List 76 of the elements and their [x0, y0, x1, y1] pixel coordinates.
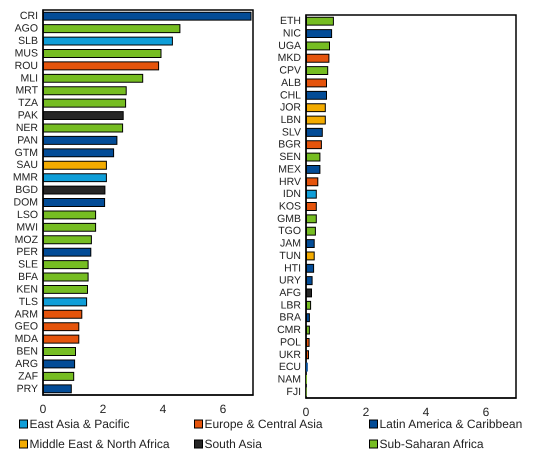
y-tick-label: IDN	[282, 188, 301, 200]
legend-label: Europe & Central Asia	[204, 417, 323, 431]
y-tick-label: SLE	[18, 258, 38, 271]
y-tick-label: MKD	[278, 52, 302, 64]
y-tick-label: CRI	[20, 10, 38, 22]
y-tick-label: BGR	[278, 138, 302, 151]
y-tick-label: PRY	[16, 382, 38, 395]
y-tick-label: HRV	[279, 176, 301, 188]
legend-label: Sub-Saharan Africa	[380, 437, 484, 451]
y-tick-label: KEN	[16, 283, 38, 296]
y-tick-label: NER	[16, 122, 38, 134]
y-tick-label: LBR	[280, 299, 302, 312]
y-tick-label: JOR	[280, 102, 302, 114]
y-tick-label: BFA	[18, 271, 38, 284]
x-tick-label: 6	[482, 405, 490, 419]
y-tick-label: DOM	[14, 196, 38, 208]
y-tick-label: SEN	[279, 151, 301, 164]
y-tick-label: ARM	[14, 308, 38, 320]
y-tick-label: MLI	[20, 72, 38, 84]
y-tick-label: AFG	[279, 286, 301, 299]
y-tick-label: TZA	[18, 97, 38, 110]
y-tick-label: JAM	[280, 238, 301, 250]
y-tick-label: CMR	[277, 324, 302, 336]
y-tick-label: POL	[280, 336, 302, 348]
x-tick-label: 2	[362, 405, 370, 419]
y-tick-label: PAK	[18, 110, 38, 122]
x-tick-label: 4	[422, 405, 430, 419]
y-tick-label: UGA	[278, 40, 301, 52]
y-tick-label: KOS	[278, 200, 301, 212]
y-tick-label: ZAF	[18, 370, 38, 382]
y-tick-label: ETH	[280, 15, 301, 28]
x-tick-label: 0	[40, 402, 47, 416]
y-tick-label: GMB	[277, 212, 301, 225]
y-tick-label: MOZ	[14, 234, 39, 246]
y-tick-label: HTI	[284, 262, 301, 274]
y-tick-label: GEO	[14, 320, 38, 333]
y-tick-label: FJI	[286, 386, 301, 398]
x-tick-label: 0	[302, 405, 310, 419]
x-tick-label: 6	[220, 402, 227, 416]
y-tick-label: CPV	[279, 64, 301, 77]
y-tick-label: PAN	[17, 134, 38, 146]
y-tick-label: BGD	[15, 184, 38, 196]
y-tick-label: UKR	[278, 348, 302, 361]
y-tick-label: MMR	[12, 172, 38, 184]
y-tick-label: TGO	[278, 225, 301, 238]
y-tick-label: MWI	[16, 221, 38, 234]
x-tick-label: 2	[100, 402, 107, 416]
y-tick-label: MEX	[278, 163, 301, 176]
legend-label: South Asia	[204, 437, 262, 451]
x-tick-label: 4	[160, 402, 167, 416]
legend-label: Middle East & North Africa	[30, 437, 170, 451]
y-tick-label: AGO	[14, 22, 38, 35]
y-tick-label: GTM	[14, 146, 38, 159]
y-tick-label: SLB	[18, 35, 38, 48]
y-tick-label: SAU	[16, 159, 38, 172]
legend-label: East Asia & Pacific	[30, 417, 130, 431]
legend-label: Latin America & Caribbean	[380, 417, 522, 431]
y-tick-label: ECU	[278, 361, 301, 374]
y-tick-label: SLV	[282, 126, 301, 138]
y-tick-label: LSO	[16, 208, 38, 221]
y-tick-label: ALB	[281, 76, 301, 89]
y-tick-label: PER	[16, 246, 38, 258]
y-tick-label: MDA	[14, 333, 38, 346]
y-tick-label: ROU	[14, 60, 38, 72]
y-tick-label: LBN	[280, 114, 301, 126]
y-tick-label: TUN	[279, 250, 301, 262]
y-tick-label: URY	[279, 274, 301, 287]
y-tick-label: TLS	[18, 296, 38, 308]
y-tick-label: ARG	[15, 358, 38, 370]
y-tick-label: MRT	[15, 84, 39, 97]
y-tick-label: NAM	[278, 373, 301, 386]
y-tick-label: BRA	[279, 312, 301, 324]
y-tick-label: MUS	[14, 47, 38, 60]
y-tick-label: NIC	[282, 28, 302, 40]
y-tick-label: BEN	[16, 346, 38, 358]
y-tick-label: CHL	[280, 89, 302, 102]
